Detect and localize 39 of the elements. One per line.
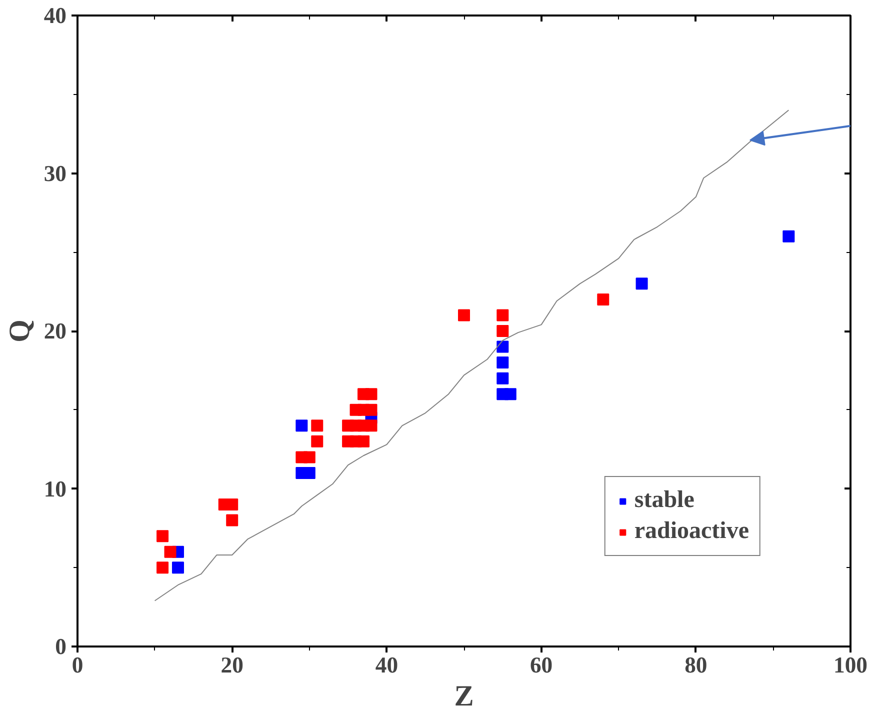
point [496,325,509,337]
x-tick-label: 60 [530,652,553,678]
y-tick-label: 10 [44,476,66,502]
x-tick-label: 0 [72,652,84,678]
point [358,435,370,448]
y-axis-title: Q [4,320,36,342]
point [311,435,324,448]
point [496,309,509,322]
point [636,278,648,290]
x-tick-label: 80 [684,652,708,678]
x-tick-label: 40 [375,652,398,678]
point [496,356,509,369]
x-axis-title: Z [454,680,474,712]
point [296,420,308,432]
point [156,530,169,542]
legend-label: radioactive [634,518,749,545]
point [496,372,509,384]
point [365,420,378,432]
point [504,388,516,400]
point [156,562,169,574]
point [365,404,378,416]
x-tick-label: 100 [834,652,868,678]
y-tick-label: 20 [44,318,66,344]
y-tick-label: 40 [44,3,66,28]
point [164,546,176,558]
point [782,230,795,242]
line-series [154,110,790,602]
y-tick-label: 0 [55,634,66,659]
point [172,562,184,574]
point [496,340,509,353]
legend-label: stable [634,487,694,514]
point [365,388,378,400]
x-tick-label: 20 [220,652,244,678]
point [303,451,316,464]
point [311,420,324,432]
point [226,514,238,526]
y-tick-label: 30 [44,160,66,186]
point [458,309,470,322]
point [597,293,610,306]
